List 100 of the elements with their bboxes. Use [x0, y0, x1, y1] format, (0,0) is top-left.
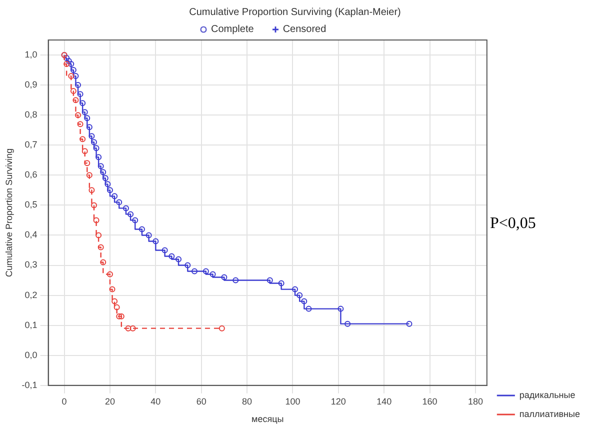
point — [102, 175, 108, 182]
point — [296, 292, 303, 298]
y-tick-label: -0,1 — [22, 380, 38, 390]
point — [210, 271, 216, 278]
point — [77, 121, 84, 128]
point — [278, 280, 284, 286]
point — [82, 109, 88, 116]
y-tick-label: 0,3 — [24, 260, 38, 270]
point — [96, 154, 102, 160]
point — [146, 232, 152, 238]
x-axis-title: месяцы — [252, 414, 284, 424]
point — [130, 325, 136, 332]
point — [100, 169, 106, 176]
point — [93, 145, 100, 152]
text: Censored — [282, 24, 326, 35]
point — [68, 61, 74, 68]
point — [176, 256, 182, 262]
point — [266, 277, 273, 284]
x-tick-label: 60 — [196, 396, 206, 406]
point — [86, 172, 92, 178]
point — [306, 306, 312, 312]
point — [72, 73, 79, 80]
point — [98, 244, 104, 250]
point — [90, 139, 97, 146]
point — [75, 112, 82, 118]
point — [112, 298, 118, 304]
y-tick-label: 0,1 — [24, 320, 38, 330]
legend-label: радикальные — [519, 390, 576, 400]
point — [406, 320, 412, 327]
x-tick-label: 160 — [422, 396, 438, 406]
point — [100, 259, 106, 266]
y-tick-label: 0,4 — [24, 230, 38, 240]
point — [104, 181, 111, 188]
x-tick-label: 20 — [104, 396, 115, 406]
point — [93, 217, 100, 224]
point — [152, 238, 159, 244]
point — [109, 286, 116, 292]
point — [75, 82, 82, 88]
point — [70, 67, 76, 74]
y-tick-label: 0,6 — [24, 170, 38, 180]
point — [80, 136, 86, 142]
x-tick-label: 40 — [150, 396, 161, 406]
point — [218, 325, 225, 332]
point — [202, 268, 209, 274]
y-tick-label: 0,0 — [24, 350, 38, 360]
point — [84, 115, 90, 122]
y-tick-label: 0,7 — [24, 140, 38, 150]
point — [86, 124, 92, 130]
point — [292, 286, 298, 292]
point — [184, 262, 191, 268]
point — [96, 232, 102, 238]
point — [221, 274, 228, 280]
x-tick-label: 140 — [376, 396, 392, 406]
point — [88, 133, 95, 140]
y-tick-label: 1,0 — [24, 50, 38, 60]
x-tick-label: 80 — [242, 396, 252, 406]
y-tick-label: 0,2 — [24, 290, 38, 300]
point — [70, 88, 76, 94]
point — [64, 55, 70, 62]
point — [138, 226, 145, 232]
y-tick-label: 0,9 — [24, 80, 38, 90]
point — [72, 97, 79, 104]
point — [64, 61, 70, 68]
point — [168, 253, 175, 260]
point — [344, 320, 351, 327]
point — [106, 271, 113, 278]
y-axis-title: Cumulative Proportion Surviving — [4, 148, 14, 277]
x-tick-label: 0 — [62, 396, 67, 406]
point — [68, 73, 74, 80]
y-tick-label: 0,5 — [24, 200, 38, 210]
point — [114, 304, 120, 310]
x-tick-label: 180 — [468, 396, 483, 406]
point — [338, 306, 344, 312]
point — [88, 187, 95, 194]
point — [112, 193, 118, 200]
point — [118, 313, 124, 320]
point — [128, 211, 134, 218]
point — [192, 268, 198, 274]
x-tick-label: 120 — [330, 396, 346, 406]
point — [82, 148, 88, 154]
legend-label: паллиативные — [519, 408, 580, 419]
point — [125, 325, 132, 332]
text: Complete — [211, 24, 254, 35]
point — [77, 91, 84, 98]
y-tick-label: 0,8 — [24, 110, 38, 120]
point — [106, 187, 113, 194]
text: P<0,05 — [490, 215, 536, 233]
x-tick-label: 100 — [285, 396, 300, 406]
point — [98, 163, 104, 170]
point — [116, 313, 122, 320]
point — [132, 217, 138, 224]
point — [84, 160, 90, 166]
point — [66, 58, 72, 64]
point — [122, 205, 129, 212]
chart-title: Cumulative Proportion Surviving (Kaplan-Meier) — [189, 6, 401, 18]
point — [162, 247, 168, 254]
point — [80, 100, 86, 106]
point — [232, 277, 239, 284]
point — [90, 202, 97, 208]
point — [301, 298, 308, 304]
